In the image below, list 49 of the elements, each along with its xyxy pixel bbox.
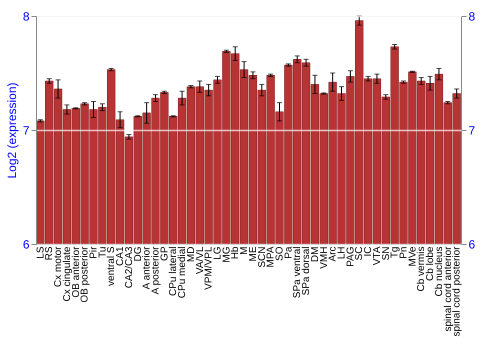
y2-tick-label: 7 xyxy=(468,124,476,138)
x-tick-label: spinal cord posterior xyxy=(452,246,463,337)
x-tick-label: SCN xyxy=(256,246,268,268)
x-tick-label: LH xyxy=(336,246,348,260)
x-tick-label: ventral S xyxy=(106,246,118,286)
x-tick-label: Arc xyxy=(328,246,339,262)
x-tick-label: VMH xyxy=(318,246,330,269)
x-tick-label: DM xyxy=(310,246,321,262)
y-tick-label: 6 xyxy=(22,238,30,252)
x-tick-label: Tg xyxy=(390,246,401,258)
x-tick-label: Pn xyxy=(398,246,410,259)
x-tick-label: spinal cord anterior xyxy=(442,246,454,332)
y-axis-title: Log2 (expression) xyxy=(4,82,19,179)
x-tick-label: IC xyxy=(363,246,374,256)
x-tick-label: OB anterior xyxy=(70,246,82,298)
x-tick-label: Pir xyxy=(88,246,100,259)
y2-tick-label: 8 xyxy=(468,10,476,24)
x-tick-label: M xyxy=(239,246,250,255)
x-tick-label: Cx cingulate xyxy=(62,246,73,302)
x-tick-label: VTA xyxy=(372,246,383,266)
x-tick-label: SN xyxy=(380,246,392,260)
x-tick-label: SPa dorsal xyxy=(301,246,312,296)
x-tick-label: CPu medial xyxy=(177,246,188,298)
x-tick-label: CA1 xyxy=(115,246,126,266)
x-tick-label: GP xyxy=(159,246,170,261)
x-tick-label: MPA xyxy=(266,246,277,268)
x-tick-label: MVe xyxy=(407,246,418,267)
y-tick-label: 8 xyxy=(22,10,30,24)
x-tick-label: Cb nucleus xyxy=(434,246,445,297)
x-tick-label: MD xyxy=(186,246,197,262)
x-tick-label: Cb lobe xyxy=(425,246,436,281)
x-tick-label: A anterior xyxy=(142,246,153,290)
x-tick-label: RS xyxy=(44,246,56,260)
x-tick-label: ME xyxy=(248,246,259,262)
x-tick-label: DG xyxy=(132,246,144,262)
x-tick-label: VPM/VPL xyxy=(204,246,215,290)
x-tick-label: Pa xyxy=(283,246,294,259)
y-tick-label: 7 xyxy=(22,124,30,138)
x-tick-label: LG xyxy=(212,246,224,260)
x-tick-label: A posterior xyxy=(150,246,162,294)
x-tick-label: CA2/CA3 xyxy=(124,246,135,288)
x-tick-label: SC xyxy=(354,246,366,260)
x-tick-label: Hb xyxy=(230,246,242,260)
x-tick-label: SO xyxy=(274,246,286,261)
x-tick-label: OB posterior xyxy=(80,246,91,303)
x-tick-label: PAG xyxy=(345,246,356,267)
x-tick-label: Tu xyxy=(97,246,108,258)
y2-tick-label: 6 xyxy=(468,238,476,252)
x-tick-label: LS xyxy=(35,246,46,259)
